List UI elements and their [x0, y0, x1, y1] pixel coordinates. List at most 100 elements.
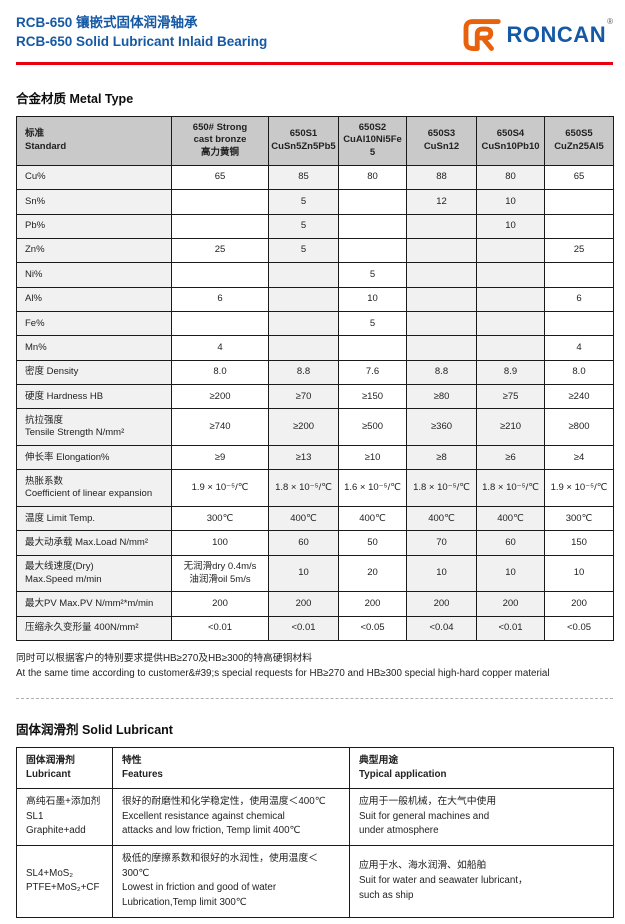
doc-titles: RCB-650 镶嵌式固体润滑轴承 RCB-650 Solid Lubrican…	[16, 14, 267, 52]
metal-row-label: Pb%	[16, 213, 172, 239]
metal-cell-value: 60	[476, 530, 545, 556]
metal-cell-value: <0.05	[544, 615, 614, 642]
page-header: RCB-650 镶嵌式固体润滑轴承 RCB-650 Solid Lubrican…	[16, 14, 613, 53]
lubricant-name-cell: 高纯石墨+添加剂 SL1 Graphite+add	[16, 787, 113, 846]
solid-lubricant-table: 固体润滑剂 Lubricant 特性 Features 典型用途 Typical…	[16, 746, 614, 918]
metal-row-label: 最大PV Max.PV N/mm²*m/min	[16, 591, 172, 617]
metal-cell-value	[476, 262, 545, 288]
metal-cell-value: 10	[268, 554, 339, 593]
metal-cell-value	[268, 310, 339, 337]
metal-cell-value: 1.8 × 10⁻⁵/℃	[476, 469, 545, 508]
metal-row-label: Sn%	[16, 189, 172, 215]
header-divider-rule	[16, 62, 613, 65]
metal-cell-value	[476, 310, 545, 337]
lubricant-features-cell: 极低的摩擦系数和很好的水润性，使用温度＜300℃ Lowest in frict…	[112, 844, 350, 918]
metal-column-header: 650S4 CuSn10Pb10	[476, 115, 545, 166]
metal-cell-value: 8.8	[268, 359, 339, 386]
metal-table-row: 伸长率 Elongation% ≥9 ≥13 ≥10 ≥8 ≥6 ≥4	[16, 445, 614, 471]
lubricant-table-row: SL4+MoS₂ PTFE+MoS₂+CF 极低的摩擦系数和很好的水润性，使用温…	[16, 844, 614, 918]
metal-column-header: 650# Strong cast bronze 高力黄铜	[171, 115, 269, 166]
metal-cell-value: 10	[544, 554, 614, 593]
metal-cell-value: 5	[268, 213, 339, 239]
metal-table-row: Pb% 5 10	[16, 213, 614, 239]
metal-cell-value: 200	[171, 591, 269, 617]
metal-cell-value: ≥800	[544, 408, 614, 447]
lubricant-table-row: 高纯石墨+添加剂 SL1 Graphite+add 很好的耐磨性和化学稳定性，使…	[16, 787, 614, 846]
metal-table-row: 温度 Limit Temp. 300℃ 400℃ 400℃ 400℃ 400℃ …	[16, 506, 614, 532]
metal-cell-value: ≥360	[406, 408, 477, 447]
metal-cell-value: ≥10	[338, 445, 407, 471]
metal-cell-value: 10	[476, 213, 545, 239]
metal-cell-value: 200	[544, 591, 614, 617]
metal-table-row: Cu% 65 85 80 88 80 65	[16, 164, 614, 191]
metal-cell-value: ≥200	[268, 408, 339, 447]
metal-cell-value	[338, 189, 407, 215]
metal-cell-value: 12	[406, 189, 477, 215]
metal-cell-value: 200	[476, 591, 545, 617]
metal-cell-value: <0.01	[476, 615, 545, 642]
metal-cell-value: 1.8 × 10⁻⁵/℃	[406, 469, 477, 508]
metal-cell-value	[406, 237, 477, 264]
metal-column-header: 650S5 CuZn25Al5	[544, 115, 614, 166]
metal-cell-value: 10	[406, 554, 477, 593]
metal-row-label: 伸长率 Elongation%	[16, 445, 172, 471]
metal-row-label: 抗拉强度 Tensile Strength N/mm²	[16, 408, 172, 447]
section-title-solid-lubricant: 固体润滑剂 Solid Lubricant	[16, 722, 173, 737]
metal-cell-value: 25	[544, 237, 614, 264]
metal-table-row: 压缩永久变形量 400N/mm² <0.01 <0.01 <0.05 <0.04…	[16, 615, 614, 642]
metal-table-row: 最大线速度(Dry) Max.Speed m/min 无润滑dry 0.4m/s…	[16, 554, 614, 593]
metal-cell-value	[544, 189, 614, 215]
metal-cell-value: ≥6	[476, 445, 545, 471]
note-zh: 同时可以根据客户的特别要求提供HB≥270及HB≥300的特高硬铜材料	[16, 653, 312, 665]
metal-cell-value: ≥13	[268, 445, 339, 471]
metal-cell-value: ≥150	[338, 384, 407, 410]
metal-cell-value: 5	[338, 310, 407, 337]
metal-cell-value: 6	[171, 286, 269, 313]
metal-cell-value	[268, 262, 339, 288]
metal-cell-value	[171, 310, 269, 337]
metal-cell-value: 10	[476, 554, 545, 593]
roncan-r-icon	[461, 17, 507, 53]
metal-cell-value	[171, 262, 269, 288]
metal-cell-value: 8.0	[171, 359, 269, 386]
metal-cell-value	[171, 213, 269, 239]
metal-cell-value	[406, 310, 477, 337]
metal-cell-value: <0.04	[406, 615, 477, 642]
metal-cell-value: 8.0	[544, 359, 614, 386]
metal-row-label: 最大线速度(Dry) Max.Speed m/min	[16, 554, 172, 593]
metal-row-label: 密度 Density	[16, 359, 172, 386]
metal-cell-value: 1.6 × 10⁻⁵/℃	[338, 469, 407, 508]
metal-cell-value: 400℃	[406, 506, 477, 532]
metal-cell-value: 100	[171, 530, 269, 556]
dashed-section-divider	[16, 697, 613, 699]
metal-cell-value: 65	[171, 164, 269, 191]
lubricant-features-cell: 很好的耐磨性和化学稳定性，使用温度＜400℃ Excellent resista…	[112, 787, 350, 846]
brand-logo: RONCAN ®	[461, 17, 613, 53]
metal-cell-value: <0.01	[268, 615, 339, 642]
metal-cell-value: <0.01	[171, 615, 269, 642]
metal-cell-value: ≥75	[476, 384, 545, 410]
metal-cell-value	[544, 310, 614, 337]
metal-cell-value	[338, 335, 407, 361]
metal-cell-value: 65	[544, 164, 614, 191]
metal-cell-value: 150	[544, 530, 614, 556]
metal-table-row: Sn% 5 12 10	[16, 189, 614, 215]
metal-table-row: Mn% 4 4	[16, 335, 614, 361]
lubricant-column-header: 特性 Features	[112, 746, 350, 789]
metal-table-row: Al% 6 10 6	[16, 286, 614, 313]
metal-cell-value: ≥200	[171, 384, 269, 410]
metal-cell-value: 5	[338, 262, 407, 288]
metal-row-label: Cu%	[16, 164, 172, 191]
metal-cell-value: 80	[338, 164, 407, 191]
metal-cell-value: ≥80	[406, 384, 477, 410]
metal-cell-value: 80	[476, 164, 545, 191]
metal-cell-value: ≥240	[544, 384, 614, 410]
metal-cell-value: 5	[268, 189, 339, 215]
metal-cell-value	[338, 213, 407, 239]
metal-table-body: Cu% 65 85 80 88 80 65 Sn% 5 12 10	[16, 164, 614, 642]
metal-row-label: Zn%	[16, 237, 172, 264]
metal-cell-value	[406, 213, 477, 239]
metal-cell-value	[268, 286, 339, 313]
metal-table-row: Zn% 25 5 25	[16, 237, 614, 264]
